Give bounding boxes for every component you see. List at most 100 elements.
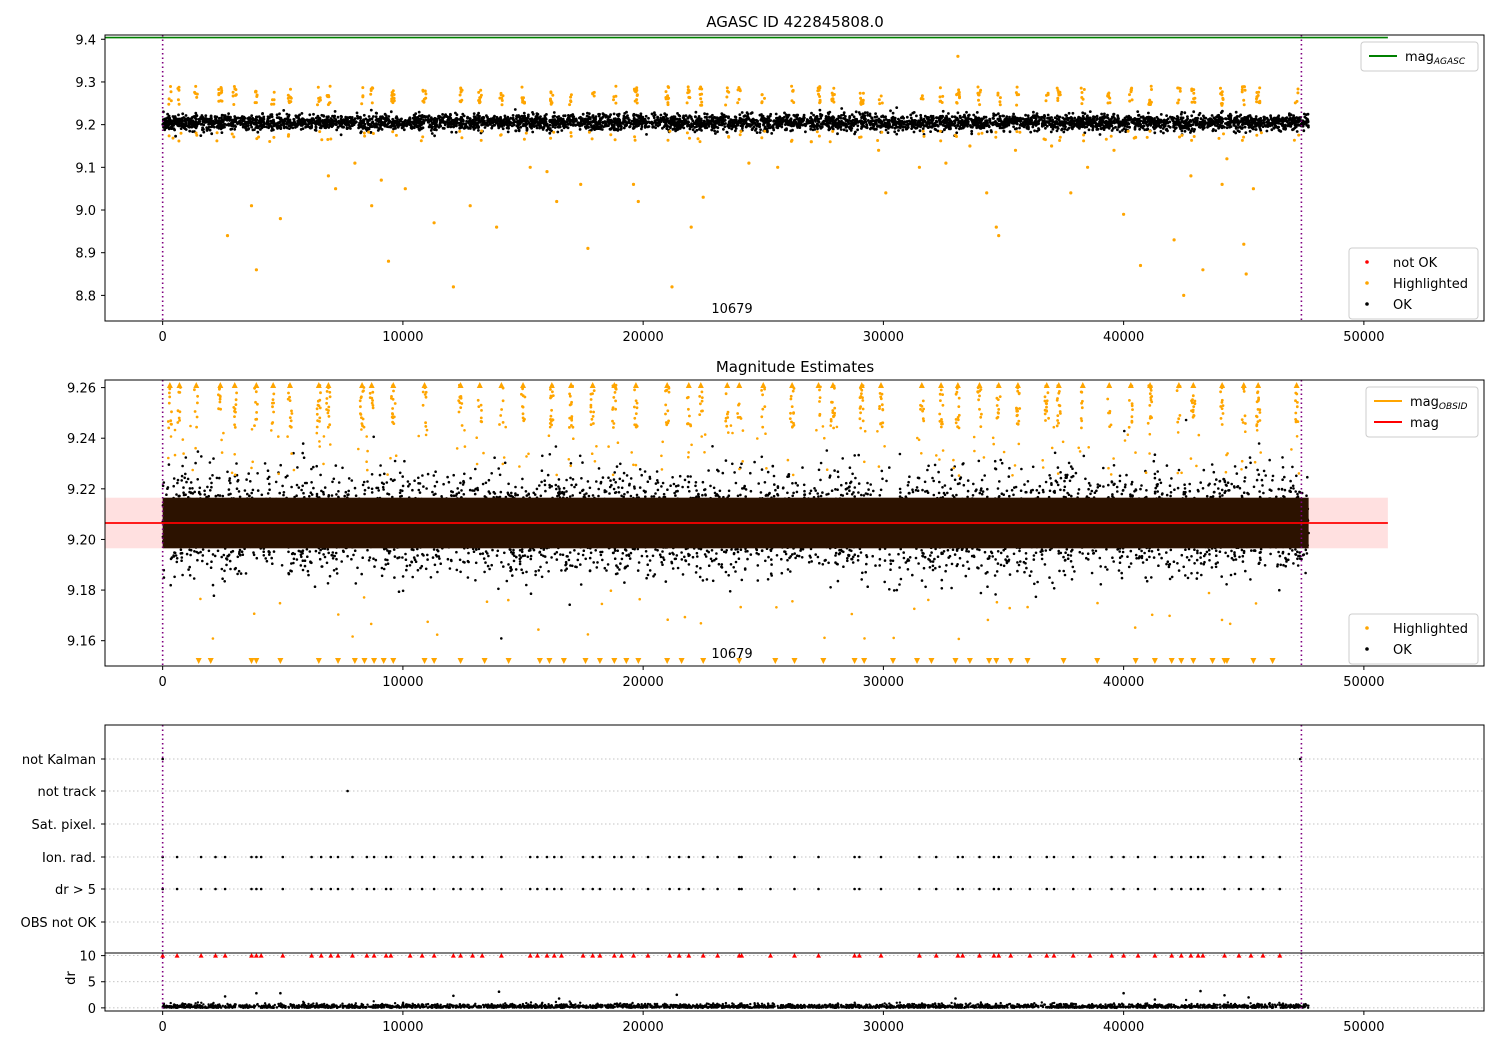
- ok-point: [716, 130, 719, 134]
- ok-point: [1051, 127, 1055, 131]
- ok-point: [1248, 114, 1252, 117]
- ok-point: [1173, 120, 1177, 124]
- ok-point: [912, 119, 916, 122]
- ok-point: [751, 121, 755, 125]
- ok-point: [1101, 123, 1104, 126]
- ok-point: [1172, 125, 1175, 129]
- ok-point: [470, 119, 473, 123]
- ok-point: [566, 122, 569, 126]
- ok-point: [357, 116, 361, 119]
- ok-point: [991, 123, 995, 127]
- ok-point: [1289, 123, 1293, 127]
- ok-point: [731, 125, 734, 129]
- ok-point: [1001, 126, 1005, 130]
- ok-point: [446, 125, 450, 129]
- ok-point: [975, 126, 979, 130]
- ok-point: [1032, 116, 1036, 119]
- ok-point: [1179, 112, 1183, 116]
- ok-point: [180, 122, 184, 126]
- ok-point: [292, 118, 296, 121]
- ok-point: [1045, 124, 1049, 128]
- ok-point: [455, 120, 458, 124]
- ok-point: [703, 112, 706, 116]
- ok-point: [1302, 129, 1306, 133]
- ok-point: [1236, 129, 1240, 133]
- ok-point: [1285, 116, 1288, 120]
- ok-point: [891, 111, 895, 115]
- ok-point: [1210, 114, 1214, 117]
- ok-point: [989, 129, 993, 132]
- ok-point: [1208, 123, 1212, 127]
- ok-point: [694, 110, 698, 114]
- ok-point: [506, 119, 510, 123]
- ok-point: [540, 120, 544, 123]
- ok-point: [1053, 116, 1057, 120]
- ok-point: [826, 111, 830, 115]
- ok-point: [260, 126, 264, 130]
- ok-point: [849, 129, 853, 132]
- ok-point: [1064, 113, 1068, 117]
- ok-point: [1013, 127, 1017, 131]
- ok-point: [901, 115, 904, 119]
- ok-point: [711, 113, 714, 117]
- ok-point: [1006, 120, 1010, 124]
- ok-point: [227, 123, 231, 127]
- ok-point: [441, 119, 445, 123]
- ok-point: [970, 132, 974, 136]
- ok-point: [223, 114, 227, 117]
- ok-point: [669, 125, 672, 128]
- ok-point: [412, 122, 416, 126]
- ok-point: [916, 124, 920, 128]
- ok-point: [256, 126, 260, 130]
- ok-point: [815, 125, 819, 129]
- ok-point: [313, 128, 317, 132]
- ok-point: [418, 128, 421, 132]
- ok-point: [1262, 122, 1266, 125]
- ok-point: [308, 126, 312, 130]
- ok-point: [278, 112, 281, 116]
- ok-point: [390, 122, 394, 125]
- ok-point: [408, 120, 412, 124]
- ok-point: [738, 116, 742, 120]
- ok-point: [473, 116, 476, 120]
- ok-point: [648, 121, 652, 124]
- ok-point: [1131, 121, 1134, 124]
- ok-point: [742, 120, 746, 123]
- ok-point: [897, 129, 900, 132]
- ok-point: [506, 130, 510, 134]
- ok-point: [769, 119, 773, 122]
- ok-point: [230, 127, 234, 131]
- ok-point: [780, 125, 784, 129]
- ok-point: [975, 111, 979, 114]
- ok-point: [631, 122, 635, 126]
- ok-point: [389, 110, 393, 114]
- ok-point: [1244, 131, 1248, 135]
- ok-point: [956, 111, 960, 115]
- ok-point: [1155, 121, 1158, 125]
- ok-point: [359, 130, 363, 134]
- ok-point: [840, 122, 844, 126]
- ok-point: [959, 116, 962, 119]
- ok-point: [683, 122, 687, 125]
- ok-point: [1306, 112, 1310, 116]
- ok-point: [1268, 124, 1272, 128]
- ok-point: [392, 127, 395, 131]
- ok-point: [1290, 119, 1294, 123]
- ok-point: [833, 119, 837, 123]
- ok-point: [610, 126, 613, 130]
- ok-point: [269, 113, 273, 117]
- ok-point: [821, 122, 825, 126]
- ok-point: [480, 123, 484, 127]
- ok-point: [650, 112, 654, 116]
- ok-point: [1033, 119, 1037, 123]
- ok-point: [283, 119, 287, 123]
- ok-point: [672, 120, 675, 124]
- ok-point: [1277, 128, 1281, 132]
- ok-point: [184, 114, 188, 117]
- ok-point: [527, 113, 530, 117]
- ok-point: [187, 125, 190, 128]
- ok-point: [295, 115, 299, 119]
- ok-point: [1073, 123, 1076, 126]
- ok-point: [166, 112, 170, 116]
- ok-point: [1207, 118, 1210, 121]
